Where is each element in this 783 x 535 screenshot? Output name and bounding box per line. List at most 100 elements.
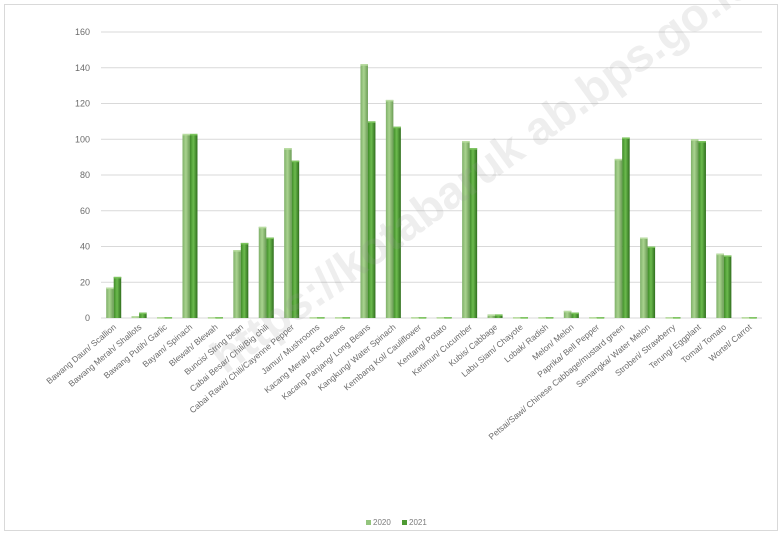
bar-top-2020 xyxy=(360,64,368,66)
bar-2021 xyxy=(647,246,656,318)
bar-top-2021 xyxy=(317,317,325,319)
bar-top-2020 xyxy=(512,317,521,319)
bar-top-2020 xyxy=(207,317,216,319)
bar-2021 xyxy=(723,255,732,318)
bar-top-2021 xyxy=(418,317,427,319)
bar-top-2020 xyxy=(182,133,190,136)
bar-top-2020 xyxy=(640,237,648,240)
legend-label-2021: 2021 xyxy=(409,518,427,527)
bar-top-2020 xyxy=(436,317,445,319)
bar-top-2020 xyxy=(563,310,572,313)
bar-top-2021 xyxy=(189,133,198,136)
bar-top-2020 xyxy=(411,317,419,319)
bar-top-2020 xyxy=(614,158,623,161)
bar-top-2021 xyxy=(495,314,503,316)
y-tick-label: 120 xyxy=(75,99,90,109)
bar-top-2021 xyxy=(622,137,630,139)
bar-2020 xyxy=(182,133,190,318)
chart-frame: 0 20 40 60 80 100 120 140 160 Bawang Daun/ Scall… xyxy=(4,0,778,531)
y-tick-label: 80 xyxy=(80,170,90,180)
bar-2021 xyxy=(698,141,706,318)
bar-top-2021 xyxy=(698,141,706,143)
bar-top-2020 xyxy=(106,287,114,290)
bar-2021 xyxy=(571,312,579,318)
bar-top-2021 xyxy=(367,121,376,123)
bar-top-2021 xyxy=(545,317,554,319)
bar-2021 xyxy=(240,242,249,318)
bar-top-2021 xyxy=(469,148,478,150)
bar-2021 xyxy=(113,276,122,318)
bar-2020 xyxy=(284,148,292,318)
bar-top-2021 xyxy=(723,255,732,257)
bar-top-2021 xyxy=(139,312,147,315)
bar-2021 xyxy=(367,121,376,318)
bar-2021 xyxy=(139,312,147,318)
bars xyxy=(106,64,757,319)
bar-2021 xyxy=(495,314,503,318)
bar-top-2020 xyxy=(157,317,165,319)
bar-chart: 0 20 40 60 80 100 120 140 160 Bawang Daun/ Scall… xyxy=(44,27,762,527)
bar-top-2020 xyxy=(741,317,750,319)
bar-2020 xyxy=(106,287,114,318)
bar-2021 xyxy=(266,237,274,318)
y-tick-label: 100 xyxy=(75,134,90,144)
bar-2020 xyxy=(716,253,724,318)
bar-2020 xyxy=(614,158,623,318)
bar-top-2021 xyxy=(291,160,300,163)
legend-swatch-2021 xyxy=(402,520,407,525)
y-tick-label: 140 xyxy=(75,63,90,73)
bar-top-2020 xyxy=(589,317,597,319)
bar-top-2020 xyxy=(258,226,267,229)
bar-top-2021 xyxy=(673,317,681,319)
bar-top-2021 xyxy=(393,126,401,129)
bar-top-2020 xyxy=(538,317,546,319)
bar-2021 xyxy=(291,160,300,318)
bar-2021 xyxy=(393,126,401,318)
y-tick-label: 40 xyxy=(80,242,90,252)
bar-top-2021 xyxy=(596,317,605,319)
bar-top-2021 xyxy=(342,317,351,319)
legend-swatch-2020 xyxy=(366,520,371,525)
gridlines xyxy=(101,31,762,319)
bar-top-2020 xyxy=(462,141,470,143)
y-tick-label: 20 xyxy=(80,277,90,287)
bar-top-2020 xyxy=(385,99,394,102)
bar-top-2020 xyxy=(335,317,343,319)
bar-2020 xyxy=(360,64,368,318)
y-tick-label: 60 xyxy=(80,206,90,216)
bar-top-2021 xyxy=(113,276,122,279)
bar-2020 xyxy=(563,310,572,318)
bar-2020 xyxy=(258,226,267,318)
bar-top-2020 xyxy=(690,139,699,141)
bar-2020 xyxy=(690,139,699,318)
bar-top-2020 xyxy=(487,314,496,316)
bar-2020 xyxy=(462,141,470,318)
legend-label-2020: 2020 xyxy=(373,518,391,527)
bar-top-2021 xyxy=(444,317,452,319)
legend: 2020 2021 xyxy=(366,518,427,527)
bar-top-2020 xyxy=(665,317,674,319)
y-tick-label: 160 xyxy=(75,27,90,37)
bar-2021 xyxy=(469,148,478,318)
bar-top-2021 xyxy=(164,317,173,319)
bar-2020 xyxy=(487,314,496,318)
bar-top-2020 xyxy=(716,253,724,256)
bar-2020 xyxy=(640,237,648,318)
bar-top-2020 xyxy=(131,316,140,318)
bar-top-2021 xyxy=(520,317,528,319)
bar-top-2021 xyxy=(647,246,656,248)
bar-2020 xyxy=(233,250,241,318)
bar-top-2021 xyxy=(240,242,249,245)
bar-top-2021 xyxy=(749,317,757,319)
bar-2021 xyxy=(189,133,198,318)
bar-top-2021 xyxy=(215,317,223,319)
y-tick-label: 0 xyxy=(85,313,90,323)
bar-top-2021 xyxy=(571,312,579,315)
y-axis-ticks: 0 20 40 60 80 100 120 140 160 xyxy=(75,27,90,323)
bar-top-2020 xyxy=(233,250,241,252)
bar-top-2020 xyxy=(309,317,318,319)
bar-top-2020 xyxy=(284,148,292,150)
bar-top-2021 xyxy=(266,237,274,240)
bar-2021 xyxy=(622,137,630,318)
